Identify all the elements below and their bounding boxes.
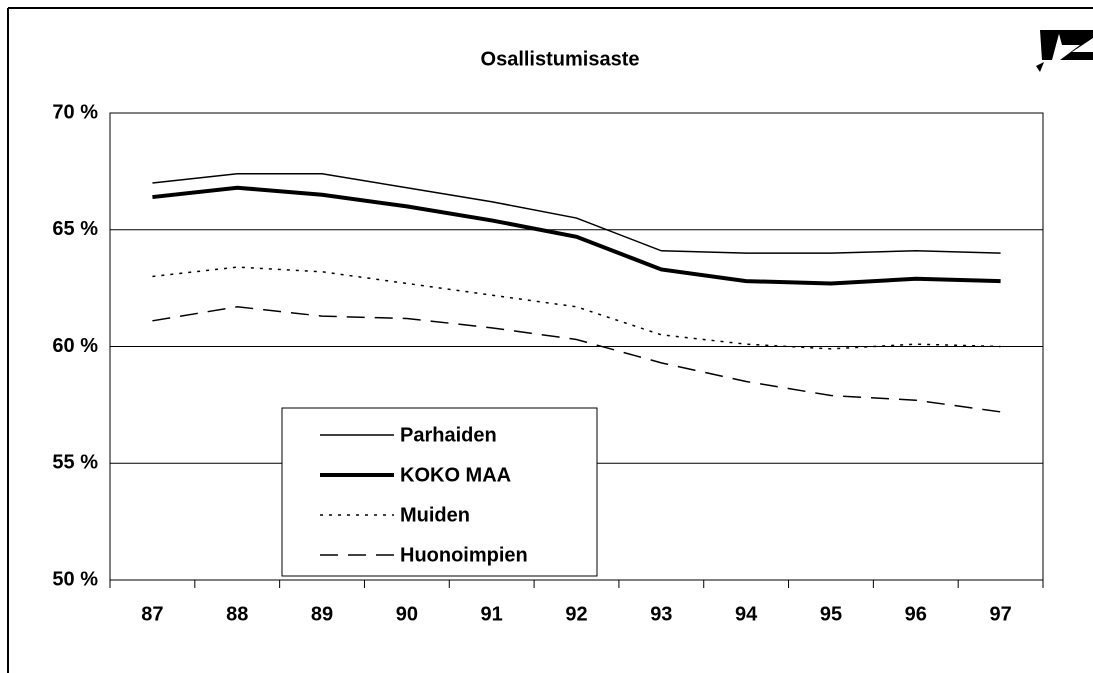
line-series xyxy=(152,306,1001,413)
logo xyxy=(1036,30,1093,72)
legend-box xyxy=(281,407,598,577)
legend-label: Huonoimpien xyxy=(400,544,528,566)
legend-label: KOKO MAA xyxy=(400,464,511,486)
x-tick-label: 91 xyxy=(481,603,503,625)
x-tick-label: 87 xyxy=(141,603,163,625)
chart-title: Osallistumisaste xyxy=(481,48,640,70)
line-series xyxy=(152,172,1001,254)
y-tick-label: 55 % xyxy=(52,452,98,474)
y-tick-label: 50 % xyxy=(52,568,98,590)
x-tick-label: 88 xyxy=(226,603,248,625)
x-tick-label: 92 xyxy=(565,603,587,625)
legend-label: Muiden xyxy=(400,504,470,526)
x-tick-label: 95 xyxy=(820,603,842,625)
x-tick-label: 96 xyxy=(905,603,927,625)
x-tick-label: 94 xyxy=(735,603,758,625)
y-tick-label: 65 % xyxy=(52,218,98,240)
legend-label: Parhaiden xyxy=(400,424,497,446)
x-tick-label: 89 xyxy=(311,603,333,625)
x-tick-label: 93 xyxy=(650,603,672,625)
x-tick-label: 90 xyxy=(396,603,418,625)
y-tick-label: 60 % xyxy=(52,335,98,357)
y-tick-label: 70 % xyxy=(52,101,98,123)
x-tick-label: 97 xyxy=(989,603,1011,625)
line-series xyxy=(152,185,1001,286)
